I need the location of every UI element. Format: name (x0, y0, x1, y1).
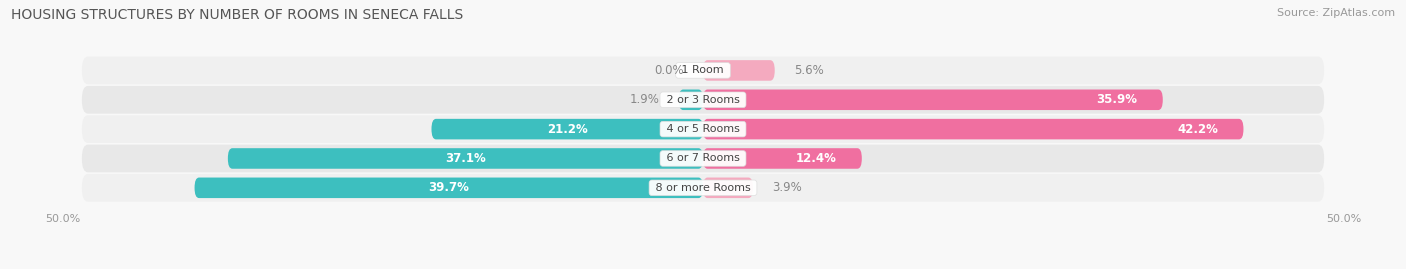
Text: 5.6%: 5.6% (794, 64, 824, 77)
Text: 8 or more Rooms: 8 or more Rooms (652, 183, 754, 193)
Legend: Owner-occupied, Renter-occupied: Owner-occupied, Renter-occupied (574, 268, 832, 269)
FancyBboxPatch shape (703, 90, 1163, 110)
Text: 1 Room: 1 Room (679, 65, 727, 75)
Text: 39.7%: 39.7% (429, 181, 470, 194)
Text: 2 or 3 Rooms: 2 or 3 Rooms (662, 95, 744, 105)
FancyBboxPatch shape (679, 90, 703, 110)
FancyBboxPatch shape (82, 174, 1324, 202)
FancyBboxPatch shape (194, 178, 703, 198)
Text: 37.1%: 37.1% (446, 152, 486, 165)
FancyBboxPatch shape (82, 115, 1324, 143)
Text: 12.4%: 12.4% (796, 152, 837, 165)
FancyBboxPatch shape (432, 119, 703, 139)
FancyBboxPatch shape (82, 56, 1324, 84)
FancyBboxPatch shape (703, 119, 1243, 139)
Text: 21.2%: 21.2% (547, 123, 588, 136)
Text: 1.9%: 1.9% (630, 93, 659, 106)
Text: 4 or 5 Rooms: 4 or 5 Rooms (662, 124, 744, 134)
FancyBboxPatch shape (228, 148, 703, 169)
Text: 42.2%: 42.2% (1177, 123, 1218, 136)
FancyBboxPatch shape (703, 148, 862, 169)
FancyBboxPatch shape (82, 86, 1324, 114)
Text: 6 or 7 Rooms: 6 or 7 Rooms (662, 154, 744, 164)
FancyBboxPatch shape (703, 60, 775, 81)
FancyBboxPatch shape (82, 145, 1324, 172)
Text: HOUSING STRUCTURES BY NUMBER OF ROOMS IN SENECA FALLS: HOUSING STRUCTURES BY NUMBER OF ROOMS IN… (11, 8, 464, 22)
Text: 3.9%: 3.9% (772, 181, 801, 194)
Text: 0.0%: 0.0% (654, 64, 683, 77)
FancyBboxPatch shape (703, 178, 754, 198)
Text: 35.9%: 35.9% (1097, 93, 1137, 106)
Text: Source: ZipAtlas.com: Source: ZipAtlas.com (1277, 8, 1395, 18)
